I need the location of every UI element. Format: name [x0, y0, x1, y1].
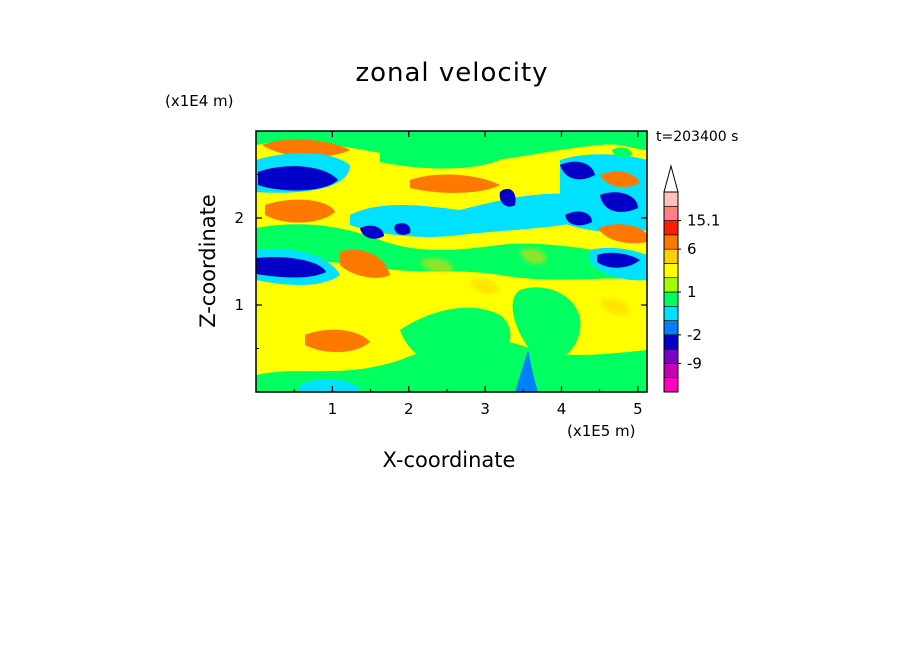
- y-tick-label: 1: [234, 296, 244, 314]
- patch-green-right: [512, 287, 581, 361]
- patch-orange-right-1: [600, 171, 640, 187]
- patch-orange-upper-left: [265, 199, 335, 223]
- colorbar-frame: [663, 191, 679, 393]
- colorbar-segment: [663, 291, 679, 307]
- colorbar-segment: [663, 220, 679, 236]
- patch-orange-top-left: [262, 139, 350, 157]
- patch-blue-right-1: [560, 161, 595, 180]
- colorbar-segment: [663, 363, 679, 379]
- colorbar-segment: [663, 234, 679, 250]
- band-green-mid: [256, 224, 647, 280]
- colorbar-segment: [663, 191, 679, 207]
- colorbar-segment: [663, 320, 679, 336]
- texture-4: [600, 298, 629, 316]
- patch-blue-center-1: [360, 225, 384, 239]
- colorbar-segment: [663, 277, 679, 293]
- patch-cyan-bottom: [300, 378, 360, 392]
- patch-blue-right-lower: [597, 252, 640, 268]
- colorbar-tick-label: -9: [687, 354, 702, 372]
- colorbar-tick-label: 1: [687, 283, 697, 301]
- colorbar-segment: [663, 334, 679, 350]
- colorbar-tick-label: 6: [687, 240, 697, 258]
- texture-3: [520, 248, 547, 264]
- colorbar-segment: [663, 205, 679, 221]
- colorbar-segment: [663, 305, 679, 321]
- patch-green-upper-center: [380, 144, 500, 169]
- patch-blue-upper-left: [258, 166, 338, 191]
- patch-blue-right-2: [600, 192, 638, 212]
- patch-yellow-low: [256, 290, 390, 330]
- y-tick-label: 2: [234, 209, 244, 227]
- patch-orange-lower-left: [305, 329, 370, 353]
- texture-1: [420, 258, 453, 274]
- velocity-field: [256, 131, 647, 392]
- x-tick-label: 1: [328, 400, 338, 418]
- patch-blue-mid-left: [256, 256, 326, 278]
- patch-green-top-right: [612, 147, 632, 158]
- patch-blue-right-3: [565, 211, 592, 226]
- x-axis-ticks: 1 2 3 4 5: [293, 131, 643, 418]
- time-label: t=203400 s: [656, 129, 739, 145]
- x-tick-label: 3: [480, 400, 490, 418]
- band-cyan-center: [350, 193, 595, 237]
- chart-title: zonal velocity: [355, 58, 549, 88]
- colorbar-segment: [663, 377, 679, 393]
- patch-orange-center: [410, 174, 500, 193]
- colorbar-tick-label: -2: [687, 326, 702, 344]
- patch-orange-right-2: [598, 224, 647, 244]
- x-tick-label: 4: [557, 400, 567, 418]
- colorbar-extend-arrow: [663, 164, 679, 193]
- colorbar: 15.1 6 1 -2 -9: [663, 164, 720, 393]
- x-axis-unit: (x1E5 m): [567, 422, 636, 440]
- patch-blue-center-3: [499, 188, 516, 207]
- patch-blue-center-2: [394, 223, 411, 235]
- patch-orange-mid-left: [340, 249, 390, 278]
- colorbar-tick-label: 15.1: [687, 212, 720, 230]
- colorbar-segment: [663, 348, 679, 364]
- colorbar-segment: [663, 263, 679, 279]
- x-tick-label: 2: [404, 400, 414, 418]
- patch-blue-bottom: [515, 350, 538, 392]
- texture-2: [470, 278, 499, 294]
- colorbar-segment: [663, 248, 679, 264]
- x-tick-label: 5: [633, 400, 643, 418]
- y-axis-unit: (x1E4 m): [165, 92, 234, 110]
- y-axis-ticks: 12: [234, 174, 647, 349]
- patch-green-center: [400, 307, 511, 373]
- x-axis-label: X-coordinate: [382, 448, 516, 472]
